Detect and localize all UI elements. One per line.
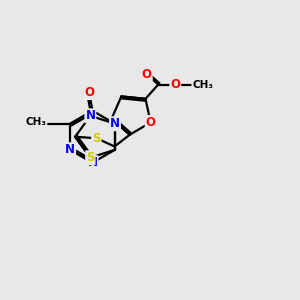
Text: O: O xyxy=(142,68,152,81)
Text: S: S xyxy=(92,132,100,145)
Text: O: O xyxy=(170,78,180,91)
Text: CH₃: CH₃ xyxy=(26,117,46,127)
Text: N: N xyxy=(65,143,75,156)
Text: S: S xyxy=(86,151,94,164)
Text: N: N xyxy=(110,117,120,130)
Text: O: O xyxy=(84,86,94,99)
Text: N: N xyxy=(88,156,98,169)
Text: CH₃: CH₃ xyxy=(192,80,213,89)
Text: N: N xyxy=(85,109,95,122)
Text: O: O xyxy=(146,116,156,129)
